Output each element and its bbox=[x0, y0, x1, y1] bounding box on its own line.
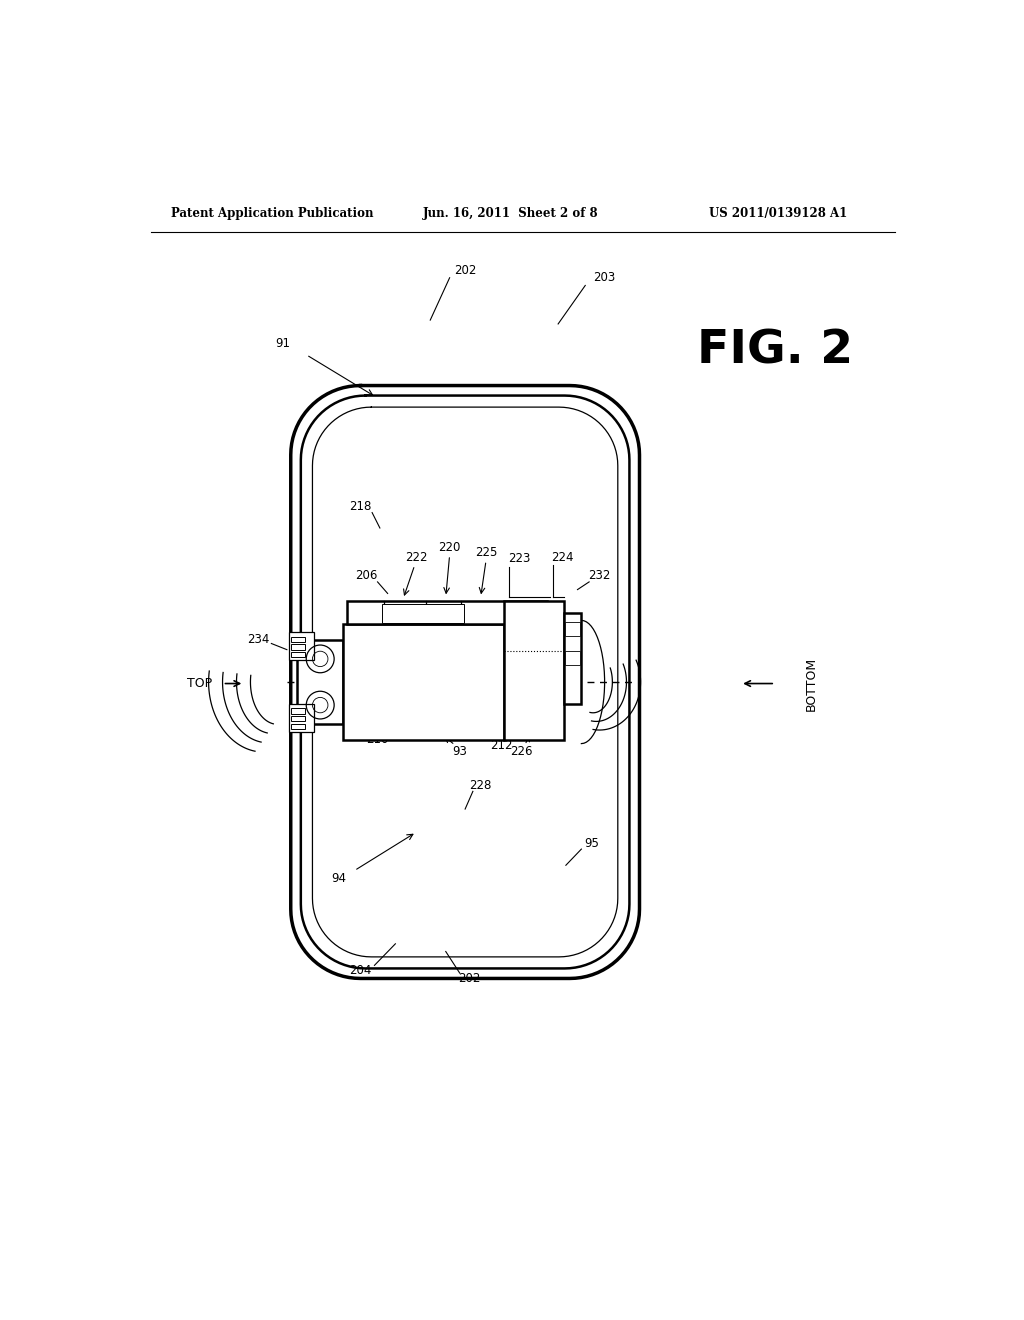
Bar bbox=[289, 632, 314, 660]
Text: Patent Application Publication: Patent Application Publication bbox=[171, 207, 373, 220]
Text: 94: 94 bbox=[332, 871, 346, 884]
Text: 234: 234 bbox=[247, 634, 269, 647]
Bar bbox=[289, 704, 314, 733]
Text: 210: 210 bbox=[367, 733, 389, 746]
Text: US 2011/0139128 A1: US 2011/0139128 A1 bbox=[710, 207, 848, 220]
Bar bbox=[504, 601, 563, 739]
Bar bbox=[291, 644, 305, 649]
Text: 91: 91 bbox=[275, 337, 291, 350]
Bar bbox=[291, 723, 305, 729]
Text: 225: 225 bbox=[475, 546, 498, 560]
Text: TOP: TOP bbox=[186, 677, 212, 690]
Text: 212: 212 bbox=[490, 739, 513, 751]
Text: 216: 216 bbox=[294, 710, 316, 723]
Bar bbox=[291, 708, 305, 714]
Text: 203: 203 bbox=[594, 271, 615, 284]
Text: 230: 230 bbox=[498, 631, 520, 644]
Text: 95: 95 bbox=[584, 837, 599, 850]
Bar bbox=[565, 622, 580, 636]
Text: 218: 218 bbox=[349, 500, 372, 513]
Text: FIG. 2: FIG. 2 bbox=[697, 329, 853, 374]
Text: 208: 208 bbox=[399, 685, 422, 698]
Text: 220: 220 bbox=[438, 541, 461, 554]
Bar bbox=[291, 636, 305, 642]
Bar bbox=[297, 640, 343, 725]
Text: 224: 224 bbox=[551, 550, 573, 564]
Text: 206: 206 bbox=[355, 569, 378, 582]
Text: 222: 222 bbox=[406, 550, 428, 564]
Bar bbox=[343, 624, 504, 739]
Text: BOTTOM: BOTTOM bbox=[805, 656, 818, 710]
Text: Jun. 16, 2011  Sheet 2 of 8: Jun. 16, 2011 Sheet 2 of 8 bbox=[423, 207, 598, 220]
Text: 228: 228 bbox=[469, 779, 492, 792]
Text: 204: 204 bbox=[349, 964, 372, 977]
Text: 93: 93 bbox=[453, 744, 467, 758]
Bar bbox=[565, 651, 580, 665]
Text: 214: 214 bbox=[291, 648, 313, 661]
Bar bbox=[291, 715, 305, 721]
Bar bbox=[563, 612, 582, 704]
Text: 202: 202 bbox=[454, 264, 476, 277]
Text: 232: 232 bbox=[588, 569, 610, 582]
Bar bbox=[346, 601, 547, 624]
Bar bbox=[382, 605, 464, 623]
Text: 202: 202 bbox=[458, 972, 480, 985]
Text: 223: 223 bbox=[508, 552, 530, 565]
Text: 226: 226 bbox=[510, 744, 532, 758]
Bar bbox=[291, 652, 305, 657]
